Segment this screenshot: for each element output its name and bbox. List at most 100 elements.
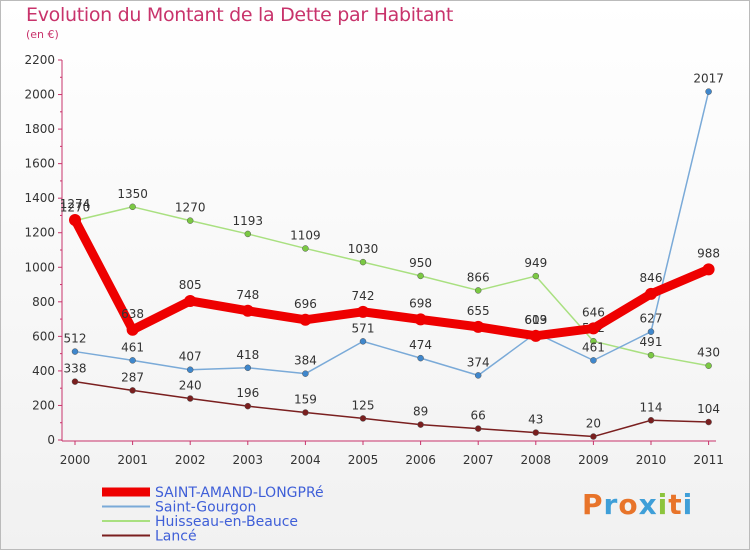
data-label: 407 <box>179 350 202 364</box>
y-tick-label: 2000 <box>24 88 55 102</box>
data-label: 159 <box>294 393 317 407</box>
data-label: 698 <box>409 296 432 310</box>
y-tick-label: 2200 <box>24 53 55 67</box>
data-label: 1270 <box>175 201 206 215</box>
y-tick-label: 1000 <box>24 260 55 274</box>
data-label: 866 <box>467 270 490 284</box>
data-point <box>186 217 194 224</box>
chart-subtitle: (en €) <box>26 28 59 41</box>
y-tick-label: 0 <box>47 433 55 447</box>
data-point <box>590 433 597 440</box>
x-tick-label: 2005 <box>348 453 379 467</box>
data-label: 491 <box>640 335 663 349</box>
data-point <box>645 287 657 300</box>
data-label: 603 <box>524 313 547 327</box>
data-point <box>357 305 369 318</box>
data-label: 655 <box>467 304 490 318</box>
data-label: 287 <box>121 370 144 384</box>
data-label: 805 <box>179 278 202 292</box>
series-line-lanc- <box>74 380 710 438</box>
data-label: 418 <box>236 348 259 362</box>
data-label: 1270 <box>60 201 91 215</box>
data-label: 696 <box>294 297 317 311</box>
data-point <box>647 351 655 359</box>
x-tick-label: 2008 <box>521 453 552 467</box>
data-point <box>705 88 712 95</box>
data-label: 2017 <box>693 72 724 86</box>
data-point <box>414 313 427 326</box>
data-label: 988 <box>697 246 720 260</box>
data-label: 742 <box>352 289 375 303</box>
data-point <box>359 258 367 266</box>
data-label: 846 <box>640 271 663 285</box>
data-point <box>71 378 79 385</box>
data-label: 43 <box>528 413 543 427</box>
data-point <box>186 395 194 402</box>
data-point <box>302 245 309 252</box>
data-point <box>244 230 252 238</box>
x-tick-label: 2007 <box>463 453 494 467</box>
data-label: 89 <box>413 405 428 419</box>
data-point <box>417 421 424 428</box>
x-tick-label: 2009 <box>578 453 609 467</box>
data-point <box>302 409 309 416</box>
data-point <box>302 370 309 377</box>
data-label: 461 <box>121 340 144 354</box>
legend-label: Huisseau-en-Beauce <box>155 514 298 530</box>
data-point <box>244 364 252 372</box>
data-label: 430 <box>697 346 720 360</box>
data-point <box>647 417 655 424</box>
data-label: 374 <box>467 355 490 369</box>
data-point <box>359 338 367 345</box>
data-label: 474 <box>409 338 432 352</box>
data-label: 66 <box>471 409 486 423</box>
data-label: 1109 <box>290 228 321 242</box>
data-point <box>241 304 254 317</box>
y-tick-label: 200 <box>32 398 55 412</box>
data-label: 125 <box>352 398 375 412</box>
data-label: 627 <box>640 312 663 326</box>
legend-label: Saint-Gourgon <box>155 500 256 516</box>
series-line-saint-gourgon <box>74 90 710 377</box>
logo-letter: r <box>603 488 619 521</box>
data-label: 114 <box>640 400 663 414</box>
data-point <box>69 213 81 226</box>
data-point <box>186 366 194 373</box>
data-point <box>532 272 540 280</box>
x-tick-label: 2002 <box>175 453 206 467</box>
y-tick-label: 600 <box>32 329 55 343</box>
logo-letter: t <box>668 488 683 521</box>
y-tick-label: 1400 <box>24 191 55 205</box>
data-point <box>126 323 139 336</box>
logo-letter: P <box>582 488 604 521</box>
x-tick-label: 2003 <box>233 453 264 467</box>
y-tick-label: 1200 <box>24 226 55 240</box>
data-label: 1274 <box>60 197 91 211</box>
y-tick-label: 1600 <box>24 157 55 171</box>
legend-label: Lancé <box>155 529 197 545</box>
proxiti-logo: Proxiti <box>582 488 693 521</box>
data-point <box>532 429 540 436</box>
data-point <box>129 387 136 394</box>
data-point <box>647 328 655 335</box>
data-point <box>244 402 252 410</box>
data-label: 638 <box>121 307 144 321</box>
x-tick-label: 2000 <box>60 453 91 467</box>
data-label: 461 <box>582 340 605 354</box>
data-label: 512 <box>64 332 87 346</box>
data-label: 240 <box>179 379 202 393</box>
data-point <box>184 294 197 307</box>
data-label: 104 <box>697 402 720 416</box>
data-label: 619 <box>524 313 547 327</box>
y-tick-label: 400 <box>32 364 55 378</box>
data-point <box>474 287 482 294</box>
data-point <box>474 372 482 379</box>
logo-letter: i <box>657 488 669 521</box>
data-point <box>590 357 597 364</box>
data-label: 1350 <box>117 187 148 201</box>
x-tick-label: 2001 <box>117 453 148 467</box>
data-point <box>359 415 367 422</box>
chart-title: Evolution du Montant de la Dette par Hab… <box>26 4 454 26</box>
data-point <box>71 348 79 355</box>
